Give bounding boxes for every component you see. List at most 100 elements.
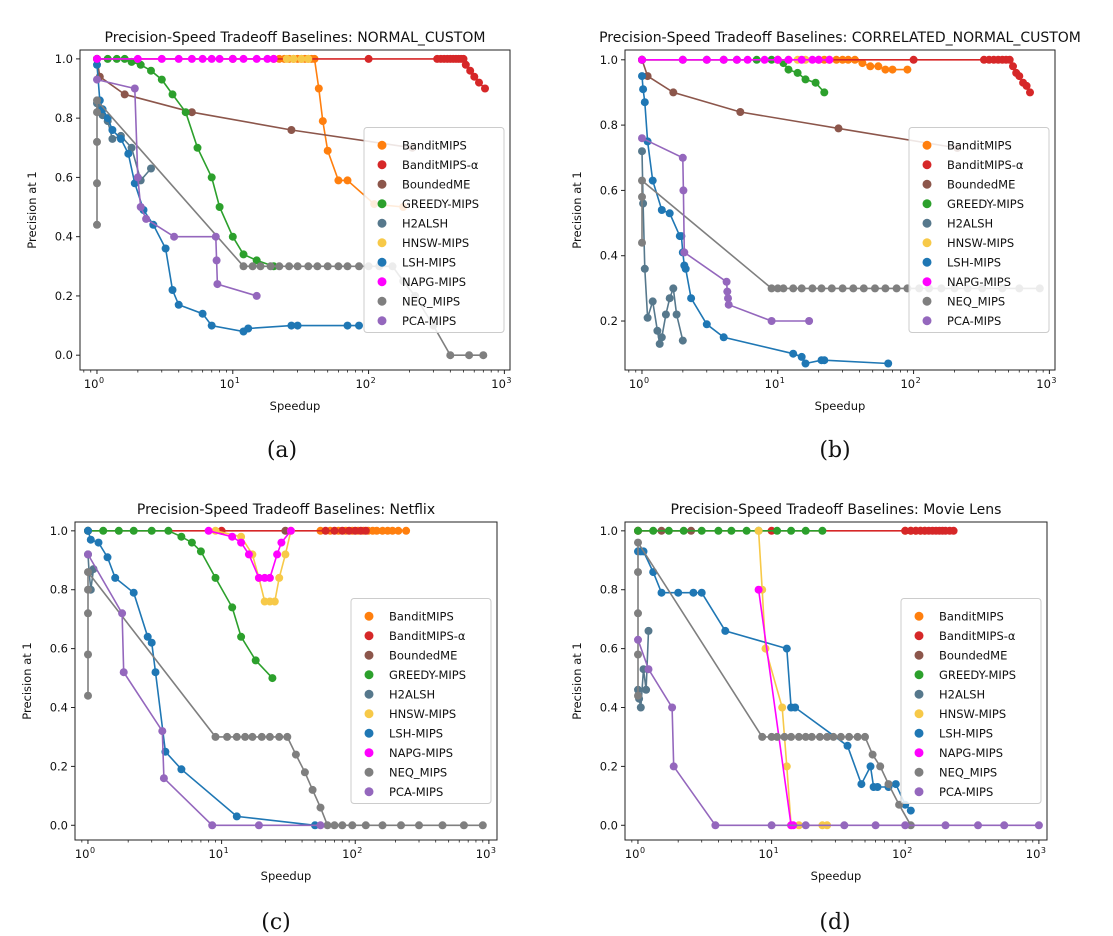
data-point (884, 359, 893, 368)
data-point (338, 821, 347, 830)
legend-marker (377, 316, 387, 326)
y-tick-label: 0.8 (600, 118, 618, 132)
data-point (891, 780, 900, 789)
data-point (237, 632, 246, 641)
legend-label: GREEDY-MIPS (402, 197, 479, 211)
data-point (478, 821, 487, 830)
legend-label: HNSW-MIPS (402, 236, 469, 250)
data-point (711, 821, 720, 830)
x-tick-label: 103 (1036, 376, 1056, 391)
data-point (323, 821, 332, 830)
legend-item-napg-mips: NAPG-MIPS (377, 275, 466, 289)
data-point (208, 821, 217, 830)
data-point (147, 164, 155, 173)
data-point (268, 674, 277, 683)
data-point (638, 147, 646, 156)
data-point (881, 65, 890, 74)
data-point (116, 134, 125, 143)
legend-label: HNSW-MIPS (947, 236, 1014, 250)
data-point (446, 351, 455, 360)
data-point (843, 741, 852, 750)
data-point (168, 90, 177, 99)
data-point (388, 526, 397, 535)
data-point (93, 220, 101, 229)
data-point (143, 632, 152, 641)
data-point (674, 588, 683, 597)
series-line-pca-mips (96, 78, 257, 297)
legend-marker (364, 787, 374, 797)
data-point (228, 232, 237, 241)
data-point (808, 284, 817, 293)
legend-marker (914, 728, 924, 738)
data-point (275, 573, 284, 582)
series-hnsw-mips (282, 54, 313, 63)
legend-item-banditmips-alpha: BanditMIPS-α (922, 158, 1024, 172)
data-point (669, 762, 678, 771)
data-point (665, 294, 674, 303)
data-point (84, 585, 92, 594)
legend-marker (914, 748, 924, 758)
data-point (84, 526, 92, 535)
data-point (304, 54, 313, 63)
data-point (805, 317, 814, 325)
data-point (211, 732, 220, 741)
legend-label: BoundedME (939, 648, 1007, 662)
legend-marker (377, 238, 387, 248)
data-point (1005, 55, 1014, 64)
data-point (873, 783, 882, 791)
data-point (702, 320, 711, 329)
legend-item-napg-mips: NAPG-MIPS (364, 746, 453, 760)
y-tick-label: 0.2 (50, 759, 68, 773)
data-point (901, 526, 910, 535)
data-point (378, 821, 387, 830)
data-point (181, 108, 190, 117)
data-point (697, 526, 706, 535)
data-point (343, 262, 352, 271)
data-point (147, 526, 156, 535)
legend-marker (922, 296, 932, 306)
data-point (801, 359, 810, 368)
data-point (130, 84, 139, 93)
series-napg-mips (204, 526, 295, 582)
data-point (84, 691, 92, 700)
data-point (640, 98, 649, 107)
legend-label: GREEDY-MIPS (947, 197, 1024, 211)
data-point (196, 547, 205, 556)
data-point (736, 108, 745, 116)
legend-label: PCA-MIPS (402, 314, 456, 328)
y-tick-label: 0.6 (55, 170, 73, 184)
data-point (836, 732, 845, 741)
data-point (293, 321, 302, 330)
data-point (108, 126, 117, 134)
data-point (697, 588, 706, 597)
data-point (338, 526, 347, 535)
data-point (643, 72, 652, 81)
data-point (669, 284, 678, 293)
data-point (300, 768, 309, 777)
data-point (93, 96, 101, 105)
chart-title: Precision-Speed Tradeoff Baselines: Netf… (137, 502, 435, 518)
legend-label: GREEDY-MIPS (939, 668, 1016, 682)
legend-label: H2ALSH (402, 216, 448, 230)
x-tick-label: 100 (625, 846, 645, 861)
y-axis-label: Precision at 1 (25, 171, 39, 249)
legend-marker (377, 179, 387, 189)
legend-label: BanditMIPS-α (939, 629, 1016, 643)
data-point (481, 84, 489, 93)
data-point (147, 66, 155, 75)
data-point (974, 821, 982, 830)
data-point (680, 248, 689, 257)
data-point (318, 117, 327, 126)
data-point (827, 284, 836, 293)
data-point (820, 356, 829, 365)
y-tick-label: 0.2 (55, 289, 73, 303)
data-point (820, 88, 829, 97)
series-greedy-mips (634, 526, 827, 535)
legend-label: BanditMIPS (389, 609, 454, 623)
y-axis-label: Precision at 1 (570, 171, 584, 249)
data-point (767, 732, 776, 741)
legend-marker (922, 238, 932, 248)
data-point (648, 297, 657, 306)
data-point (634, 526, 642, 535)
data-point (636, 703, 645, 712)
